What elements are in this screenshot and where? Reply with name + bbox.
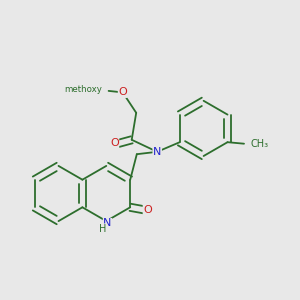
Text: O: O	[118, 87, 127, 98]
Text: O: O	[143, 205, 152, 215]
Text: N: N	[153, 147, 161, 157]
Text: methoxy: methoxy	[64, 85, 102, 94]
Text: N: N	[103, 218, 112, 229]
Text: CH₃: CH₃	[250, 139, 268, 149]
Text: O: O	[110, 138, 119, 148]
Text: H: H	[99, 224, 106, 234]
